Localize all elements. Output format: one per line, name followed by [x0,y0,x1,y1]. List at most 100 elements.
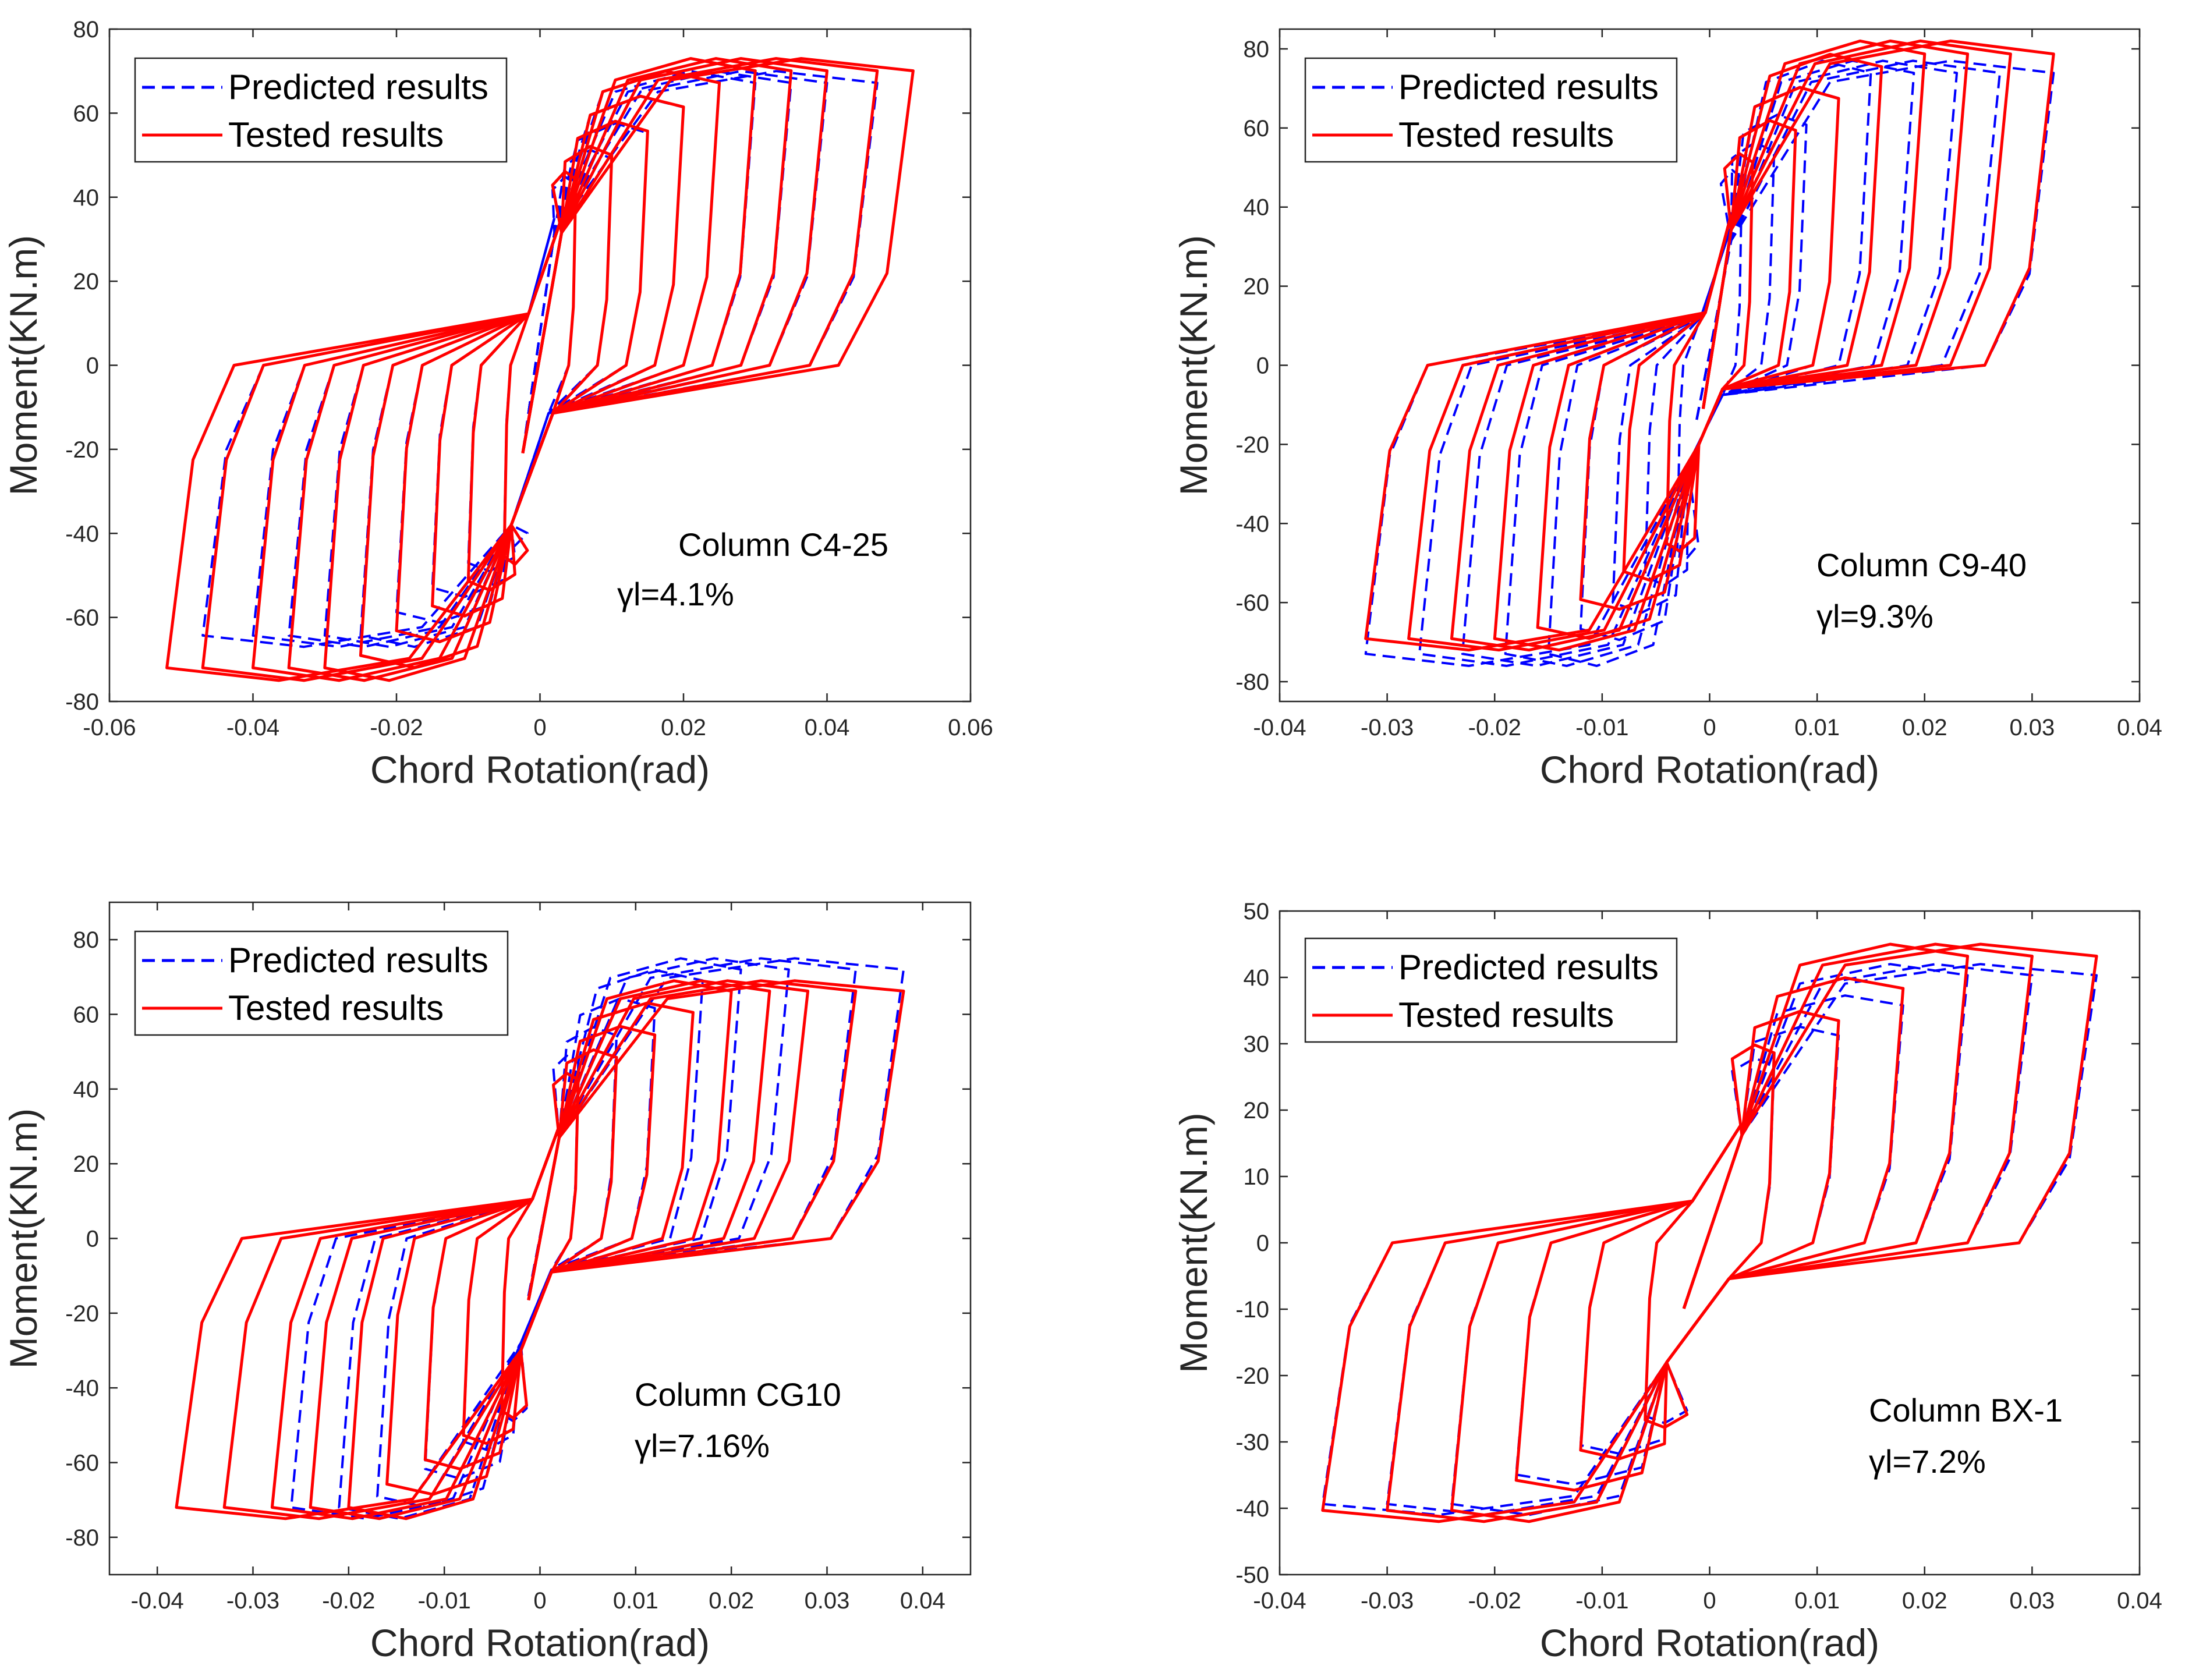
x-tick-label: -0.02 [1468,1588,1521,1614]
chart-panel-c4-25: -0.06 -0.04 -0.02 0 0.02 0.04 0.06 -80 -60 -40 -20… [2,17,993,791]
legend-box [1304,57,1678,163]
legend-box [134,57,508,163]
x-axis-title: Chord Rotation(rad) [370,748,710,791]
x-tick-label: 0.03 [805,1588,850,1614]
x-tick-label: 0 [1703,715,1716,740]
x-tick-label: -0.01 [1575,715,1628,740]
predicted-loop [1547,59,1872,667]
y-axis-title: Moment(KN.m) [2,235,45,495]
y-tick-label: 60 [73,1002,100,1028]
y-tick-label: 10 [1244,1164,1270,1190]
y-axis-title: Moment(KN.m) [1172,1112,1215,1373]
x-tick-label: -0.01 [1575,1588,1628,1614]
data-series [175,957,905,1520]
tested-loop [1321,942,2098,1523]
y-tick-label: 80 [73,17,100,42]
y-tick-label: -60 [65,1451,99,1476]
y-tick-label: 80 [1244,37,1270,62]
y-tick-label: 40 [73,185,100,211]
x-axis-title: Chord Rotation(rad) [1540,1621,1879,1664]
x-tick-label: 0.01 [613,1588,658,1614]
y-tick-label: -10 [1235,1297,1269,1323]
predicted-loop [1644,1057,1776,1424]
tested-series [1321,942,2098,1523]
y-tick-label: -40 [65,1376,99,1401]
y-tick-label: 50 [1244,899,1270,924]
annotation-ratio: γl=7.16% [635,1427,770,1464]
y-tick-label: 60 [73,101,100,126]
y-tick-label: -60 [1235,590,1269,616]
x-tick-label: 0.04 [805,715,850,740]
chart-panel-bx-1: -0.04 -0.03 -0.02 -0.01 0 0.01 0.02 0.03 0.04 -50… [1172,899,2162,1664]
x-tick-label: 0.02 [709,1588,754,1614]
predicted-loop [376,968,704,1509]
y-tick-label: 0 [1256,353,1269,379]
data-series [1321,942,2098,1523]
y-tick-label: 80 [73,927,100,953]
data-series [165,57,915,682]
x-axis-title: Chord Rotation(rad) [1540,748,1879,791]
x-tick-label: 0.03 [2009,1588,2055,1614]
y-tick-label: -20 [65,1301,99,1327]
x-tick-label: 0 [533,1588,546,1614]
y-tick-label: -20 [65,437,99,463]
legend-box [134,930,509,1036]
x-tick-label: 0.04 [900,1588,945,1614]
y-tick-label: 40 [1244,195,1270,221]
annotation-column-name: Column C9-40 [1816,547,2027,583]
legend-label-tested: Tested results [228,988,444,1027]
x-tick-label: 0.02 [1902,715,1947,740]
x-tick-label: -0.04 [1253,715,1306,740]
y-tick-label: -60 [65,605,99,631]
x-tick-label: 0 [1703,1588,1716,1614]
predicted-loop [290,957,790,1520]
tested-loop [175,979,905,1520]
x-tick-label: 0.02 [1902,1588,1947,1614]
y-tick-label: -40 [1235,1496,1269,1522]
y-tick-label: 0 [1256,1231,1269,1256]
y-axis-title: Moment(KN.m) [1172,235,1215,495]
legend-label-predicted: Predicted results [1398,948,1659,987]
y-tick-label: 40 [73,1077,100,1103]
predicted-loop [1461,59,1959,667]
x-tick-label: 0.04 [2117,715,2162,740]
x-tick-label: -0.04 [226,715,279,740]
tested-loop [165,57,915,682]
x-tick-label: 0.04 [2117,1588,2162,1614]
data-series [1364,39,2055,667]
legend-label-predicted: Predicted results [228,941,488,980]
x-tick-label: 0.01 [1794,1588,1840,1614]
legend: Predicted results Tested results [1304,57,1678,163]
axis-ticks: -0.04 -0.03 -0.02 -0.01 0 0.01 0.02 0.03 0.04 -50… [1235,899,2162,1614]
x-tick-label: -0.03 [226,1588,279,1614]
x-tick-label: -0.03 [1361,715,1414,740]
y-tick-label: -80 [65,1525,99,1551]
annotation-ratio: γl=7.2% [1869,1443,1986,1480]
chart-panel-cg10: -0.04 -0.03 -0.02 -0.01 0 0.01 0.02 0.03 0.04 -80… [2,901,972,1664]
y-tick-label: -40 [1235,511,1269,537]
y-tick-label: 30 [1244,1032,1270,1057]
predicted-loop [338,957,742,1520]
x-tick-label: 0.02 [661,715,706,740]
annotation-ratio: γl=9.3% [1816,598,1933,635]
y-tick-label: -80 [65,689,99,715]
x-tick-label: -0.02 [322,1588,375,1614]
annotation-column-name: Column BX-1 [1869,1392,2063,1429]
x-axis-title: Chord Rotation(rad) [370,1621,710,1664]
y-tick-label: 20 [1244,1098,1270,1123]
axis-ticks: -0.04 -0.03 -0.02 -0.01 0 0.01 0.02 0.03 0.04 -80… [1235,29,2162,740]
x-tick-label: -0.01 [418,1588,471,1614]
legend-label-tested: Tested results [228,115,444,154]
y-tick-label: 20 [73,269,100,295]
axis-ticks: -0.06 -0.04 -0.02 0 0.02 0.04 0.06 -80 -60 -40 -20… [65,17,993,740]
legend-label-tested: Tested results [1398,115,1614,154]
legend-box [1304,937,1678,1043]
y-tick-label: 40 [1244,965,1270,991]
x-tick-label: 0 [533,715,546,740]
x-tick-label: -0.02 [370,715,423,740]
annotation-ratio: γl=4.1% [617,576,734,612]
legend: Predicted results Tested results [134,930,509,1036]
y-axis-title: Moment(KN.m) [2,1108,45,1369]
x-tick-label: -0.06 [83,715,136,740]
